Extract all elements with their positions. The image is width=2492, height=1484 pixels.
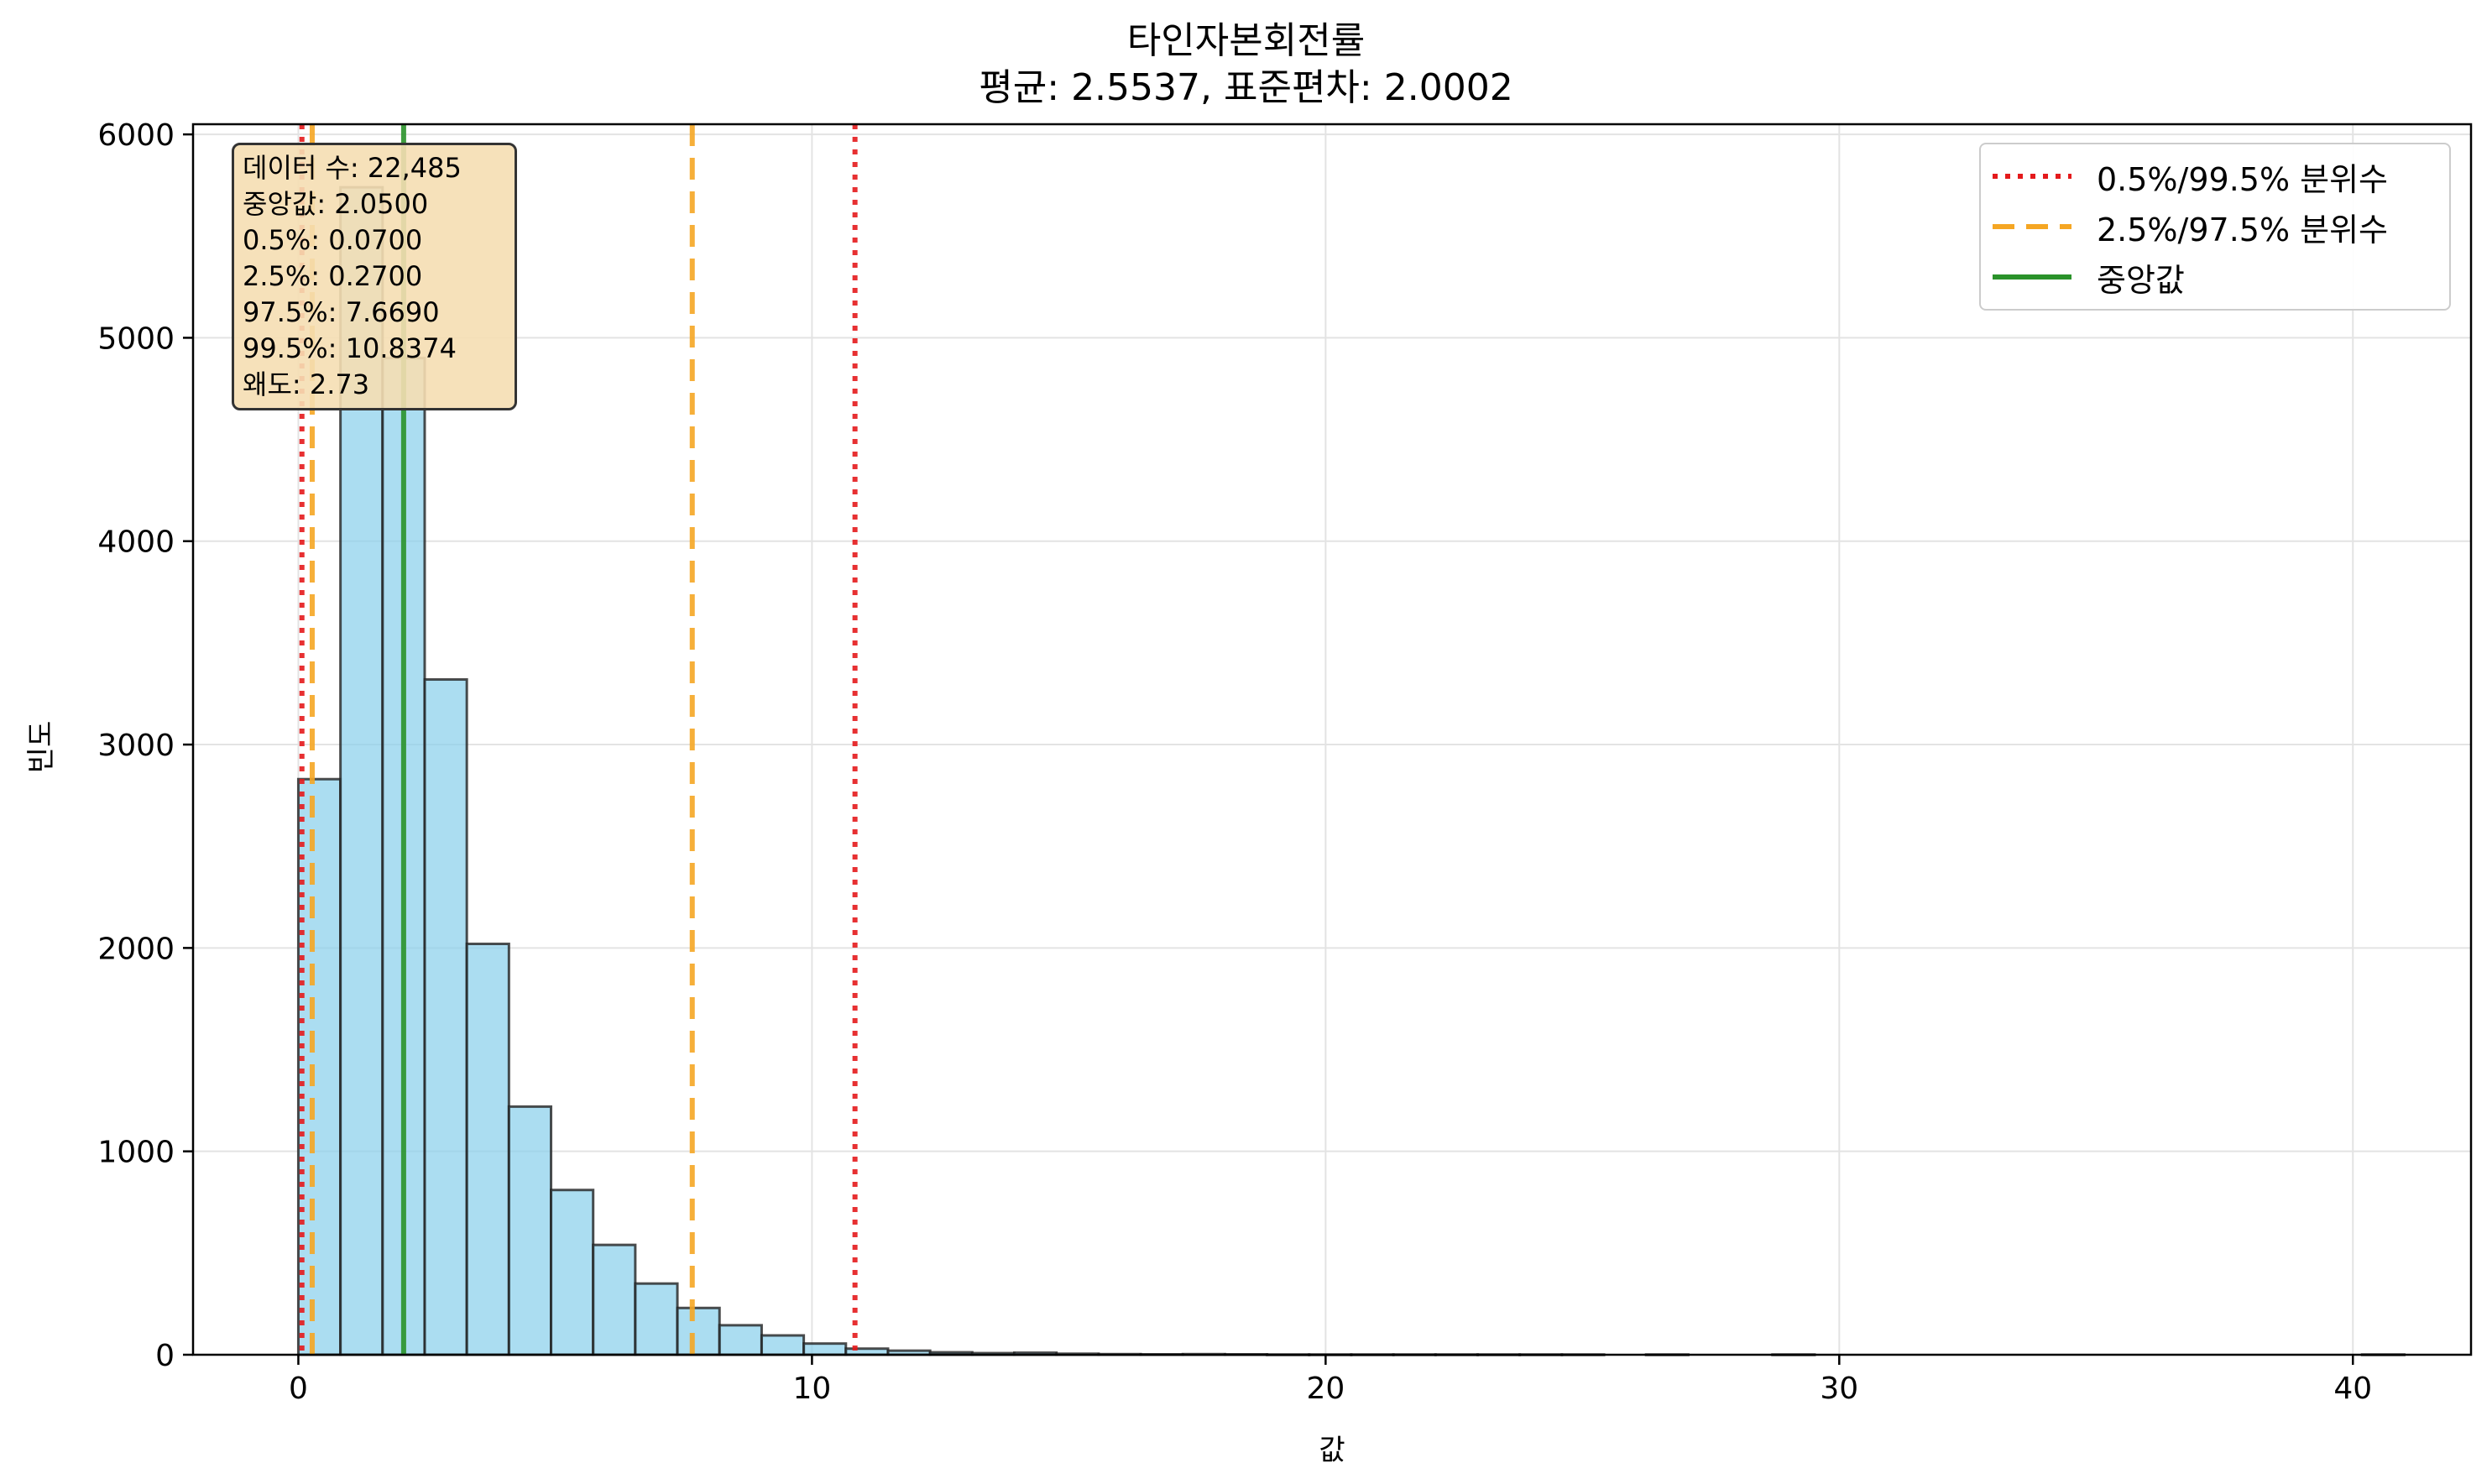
chart-subtitle: 평균: 2.5537, 표준편차: 2.0002 xyxy=(979,66,1513,109)
legend-label-median: 중앙값 xyxy=(2097,261,2185,299)
y-tick-label: 0 xyxy=(155,1339,175,1373)
stat-count: 데이터 수: 22,485 xyxy=(243,152,462,184)
stat-q975: 97.5%: 7.6690 xyxy=(243,296,440,328)
histogram-bar xyxy=(550,1189,595,1356)
x-tick-label: 0 xyxy=(289,1372,308,1406)
axes: 0 10 20 30 40 0 1000 2000 3000 4000 5000 6000 xyxy=(97,118,2473,1406)
y-tick-label: 6000 xyxy=(97,118,175,153)
histogram-bar xyxy=(760,1334,806,1356)
chart-title: 타인자본회전률 xyxy=(1126,19,1366,62)
stat-skewness: 왜도: 2.73 xyxy=(243,368,370,400)
x-tick-label: 20 xyxy=(1306,1372,1345,1406)
histogram-bar xyxy=(634,1282,679,1356)
legend: 0.5%/99.5% 분위수 2.5%/97.5% 분위수 중앙값 xyxy=(1979,143,2451,311)
histogram-bar xyxy=(507,1105,553,1356)
y-tick-label: 2000 xyxy=(97,932,175,966)
y-tick-label: 1000 xyxy=(97,1136,175,1170)
histogram-bar xyxy=(423,678,468,1356)
stats-box: 데이터 수: 22,485 중앙값: 2.0500 0.5%: 0.0700 2… xyxy=(232,143,517,410)
histogram-bar xyxy=(802,1342,848,1356)
histogram-bar xyxy=(465,943,510,1356)
histogram-bar xyxy=(296,777,342,1356)
y-axis-label: 빈도 xyxy=(24,720,59,774)
histogram-bars xyxy=(296,186,2406,1356)
legend-label-q05: 0.5%/99.5% 분위수 xyxy=(2097,160,2389,198)
x-tick-label: 40 xyxy=(2333,1372,2372,1406)
legend-swatch-solid xyxy=(1993,272,2071,282)
x-tick-label: 30 xyxy=(1820,1372,1858,1406)
legend-item-q05: 0.5%/99.5% 분위수 xyxy=(1993,151,2437,201)
y-tick-label: 5000 xyxy=(97,321,175,356)
stat-q25: 2.5%: 0.2700 xyxy=(243,260,423,292)
y-tick-label: 3000 xyxy=(97,729,175,763)
x-axis-label: 값 xyxy=(1319,1434,1345,1467)
histogram-bar xyxy=(592,1243,637,1356)
histogram-bar xyxy=(718,1324,763,1356)
x-tick-label: 10 xyxy=(792,1372,831,1406)
legend-swatch-dashed xyxy=(1993,222,2071,232)
stat-median: 중앙값: 2.0500 xyxy=(243,188,429,220)
y-tick-label: 4000 xyxy=(97,525,175,560)
axes-frame xyxy=(191,123,2473,1356)
legend-item-median: 중앙값 xyxy=(1993,252,2437,302)
legend-item-q25: 2.5%/97.5% 분위수 xyxy=(1993,201,2437,252)
legend-swatch-dotted xyxy=(1993,171,2071,181)
stat-q05: 0.5%: 0.0700 xyxy=(243,224,423,256)
legend-label-q25: 2.5%/97.5% 분위수 xyxy=(2097,211,2389,248)
stat-q995: 99.5%: 10.8374 xyxy=(243,332,457,364)
histogram-bar xyxy=(676,1306,721,1356)
